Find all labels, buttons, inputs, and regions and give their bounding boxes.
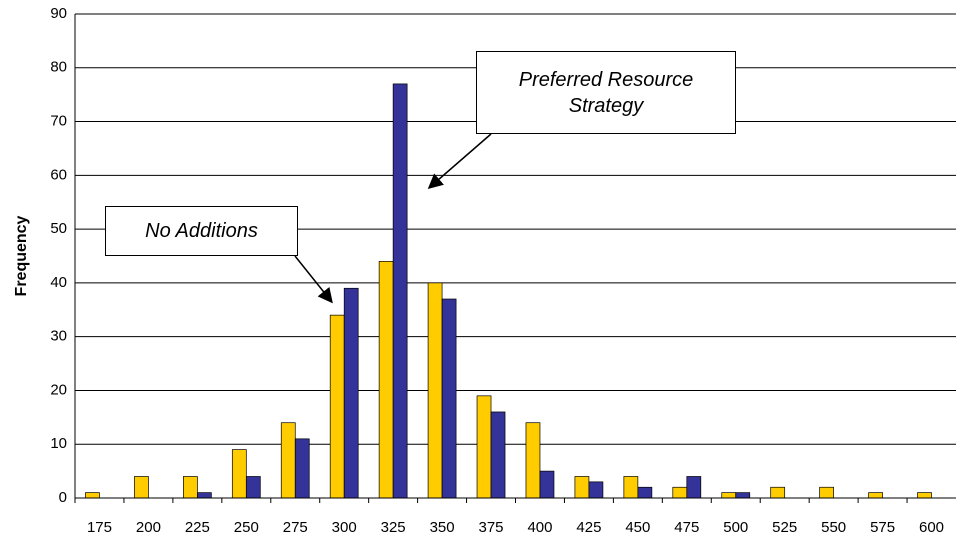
bar [134,476,149,499]
y-tick-label: 0 [59,489,67,506]
x-tick-label: 250 [234,519,259,536]
bar [525,422,541,499]
annotation-arrow [427,133,492,189]
annotation: Preferred Resource Strategy [476,51,736,134]
bar [85,492,100,499]
x-tick-label: 500 [723,519,748,536]
x-tick-label: 600 [919,519,944,536]
y-tick-label: 50 [50,220,67,237]
x-tick-label: 275 [283,519,308,536]
bar [868,492,883,499]
x-tick-label: 225 [185,519,210,536]
bar [623,476,639,499]
bar [441,298,457,499]
bar [245,476,261,499]
y-tick-label: 10 [50,435,67,452]
y-axis-label: Frequency [13,215,30,296]
annotation: No Additions [105,206,298,256]
bar [770,486,786,499]
annotation-arrow [294,255,333,304]
x-tick-label: 175 [87,519,112,536]
bar [427,282,443,499]
x-tick-label: 575 [870,519,895,536]
bar [294,438,310,499]
x-tick-label: 350 [430,519,455,536]
bar [343,287,359,499]
y-tick-label: 70 [50,113,67,130]
bar [231,449,247,499]
x-tick-label: 200 [136,519,161,536]
bar [721,492,737,499]
x-tick-label: 400 [527,519,552,536]
bar [637,486,653,499]
bar [686,476,702,499]
x-tick-label: 475 [674,519,699,536]
bar [476,395,492,499]
x-tick-label: 525 [772,519,797,536]
x-tick-label: 450 [625,519,650,536]
bar [672,486,688,499]
bar [197,492,212,499]
bar [819,486,834,499]
y-tick-label: 90 [50,5,67,22]
bar [735,492,751,499]
bar [329,314,345,499]
bar [574,476,590,499]
y-tick-label: 30 [50,328,67,345]
bar [917,492,932,499]
x-tick-label: 425 [576,519,601,536]
y-tick-label: 80 [50,59,67,76]
y-tick-label: 40 [50,274,67,291]
y-tick-label: 60 [50,166,67,183]
bar [588,481,604,499]
bar [280,422,296,499]
x-tick-label: 300 [332,519,357,536]
bar [490,411,506,499]
x-tick-label: 375 [479,519,504,536]
y-tick-label: 20 [50,381,67,398]
bar [392,83,408,499]
bar [378,261,394,499]
bar [539,470,555,499]
x-tick-label: 325 [381,519,406,536]
x-tick-label: 550 [821,519,846,536]
bar [183,476,198,499]
